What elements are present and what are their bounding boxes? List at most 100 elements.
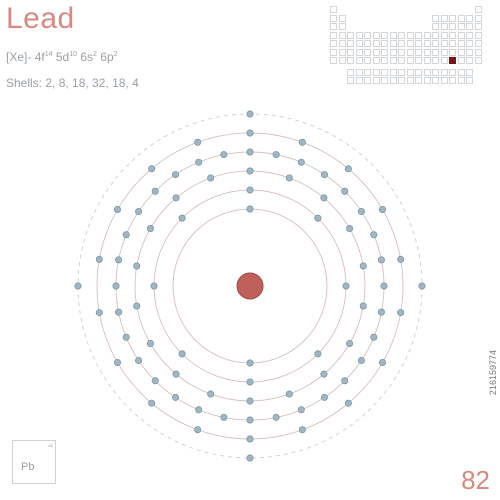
electron (246, 359, 254, 367)
periodic-table-cell (381, 57, 388, 64)
electron (380, 282, 388, 290)
electron (377, 256, 385, 264)
periodic-table-cell (381, 68, 388, 76)
periodic-table-cell (449, 77, 456, 84)
electron (74, 282, 82, 290)
electron (172, 194, 180, 202)
electron (133, 262, 141, 270)
periodic-table-thumbnail (330, 6, 492, 84)
electron (114, 358, 122, 366)
periodic-table-cell (406, 40, 414, 47)
periodic-table-cell (449, 23, 456, 30)
electron (172, 370, 180, 378)
electron (370, 333, 378, 341)
periodic-table-cell (423, 40, 431, 47)
periodic-table-cell (372, 57, 380, 64)
periodic-table-cell (364, 31, 371, 39)
shells-summary: Shells: 2, 8, 18, 32, 18, 4 (6, 76, 139, 90)
electron (346, 339, 354, 347)
element-name: Lead (6, 2, 75, 35)
electron (150, 282, 158, 290)
periodic-table-cell (432, 68, 439, 76)
periodic-table-cell (338, 31, 346, 39)
electron (285, 174, 293, 182)
periodic-table-cell (440, 48, 448, 56)
periodic-table-cell (389, 40, 397, 47)
electron (135, 356, 143, 364)
periodic-table-cell (466, 23, 473, 30)
config-term-superscript: 14 (44, 51, 53, 58)
periodic-table-cell (474, 6, 482, 13)
periodic-table-cell (440, 68, 448, 76)
electron (359, 302, 367, 310)
electron (397, 309, 405, 317)
periodic-table-cell (398, 40, 405, 47)
periodic-table-cell (449, 57, 456, 64)
periodic-table-cell (457, 31, 465, 39)
config-terms: 4f14 5d10 6s2 6p2 (35, 50, 118, 64)
periodic-table-cell (389, 31, 397, 39)
watermark-id: 216159774 (488, 350, 498, 396)
periodic-table-cell (347, 57, 354, 64)
periodic-table-cell (364, 57, 371, 64)
periodic-table-cell (415, 40, 422, 47)
nucleus (236, 272, 264, 300)
config-term: 4f14 (34, 50, 53, 64)
periodic-table-cell (449, 68, 456, 76)
electron (246, 454, 254, 462)
electron (195, 406, 203, 414)
periodic-table-cell (440, 23, 448, 30)
config-term: 6p2 (100, 50, 118, 64)
electron (112, 282, 120, 290)
periodic-table-cell (406, 77, 414, 84)
periodic-table-cell (474, 23, 482, 30)
electron (344, 399, 352, 407)
tile-symbol: Pb (21, 461, 35, 473)
periodic-table-cell (449, 31, 456, 39)
electron (194, 138, 202, 146)
periodic-table-cell (466, 57, 473, 64)
periodic-table-cell (330, 40, 337, 47)
periodic-table-cell (398, 31, 405, 39)
periodic-table-cell (440, 57, 448, 64)
periodic-table-cell (347, 77, 354, 84)
periodic-table-cell (449, 40, 456, 47)
periodic-table-cell (355, 57, 363, 64)
periodic-table-cell (449, 14, 456, 22)
periodic-table-cell (415, 68, 422, 76)
periodic-table-cell (466, 31, 473, 39)
electron (346, 225, 354, 233)
periodic-table-cell (372, 40, 380, 47)
electron (341, 187, 349, 195)
electron (314, 350, 322, 358)
electron (178, 214, 186, 222)
electron (320, 171, 328, 179)
periodic-table-cell (364, 77, 371, 84)
periodic-table-cell (330, 48, 337, 56)
periodic-table-cell (355, 68, 363, 76)
electron (378, 206, 386, 214)
periodic-table-cell (457, 14, 465, 22)
periodic-table-cell (457, 48, 465, 56)
periodic-table-cell (355, 40, 363, 47)
periodic-table-cell (406, 31, 414, 39)
periodic-table-cell (330, 6, 337, 13)
electron (246, 186, 254, 194)
periodic-table-cell (432, 77, 439, 84)
electron (246, 378, 254, 386)
periodic-table-cell (466, 14, 473, 22)
periodic-table-cell (372, 77, 380, 84)
electron (246, 205, 254, 213)
periodic-table-cell (330, 31, 337, 39)
periodic-table-cell (372, 48, 380, 56)
periodic-table-cell (415, 31, 422, 39)
periodic-table-cell (381, 31, 388, 39)
periodic-table-cell (330, 23, 337, 30)
electron (344, 165, 352, 173)
electron (297, 406, 305, 414)
electron (194, 426, 202, 434)
periodic-table-cell (432, 40, 439, 47)
electron (95, 309, 103, 317)
electron (122, 231, 130, 239)
electron (207, 390, 215, 398)
